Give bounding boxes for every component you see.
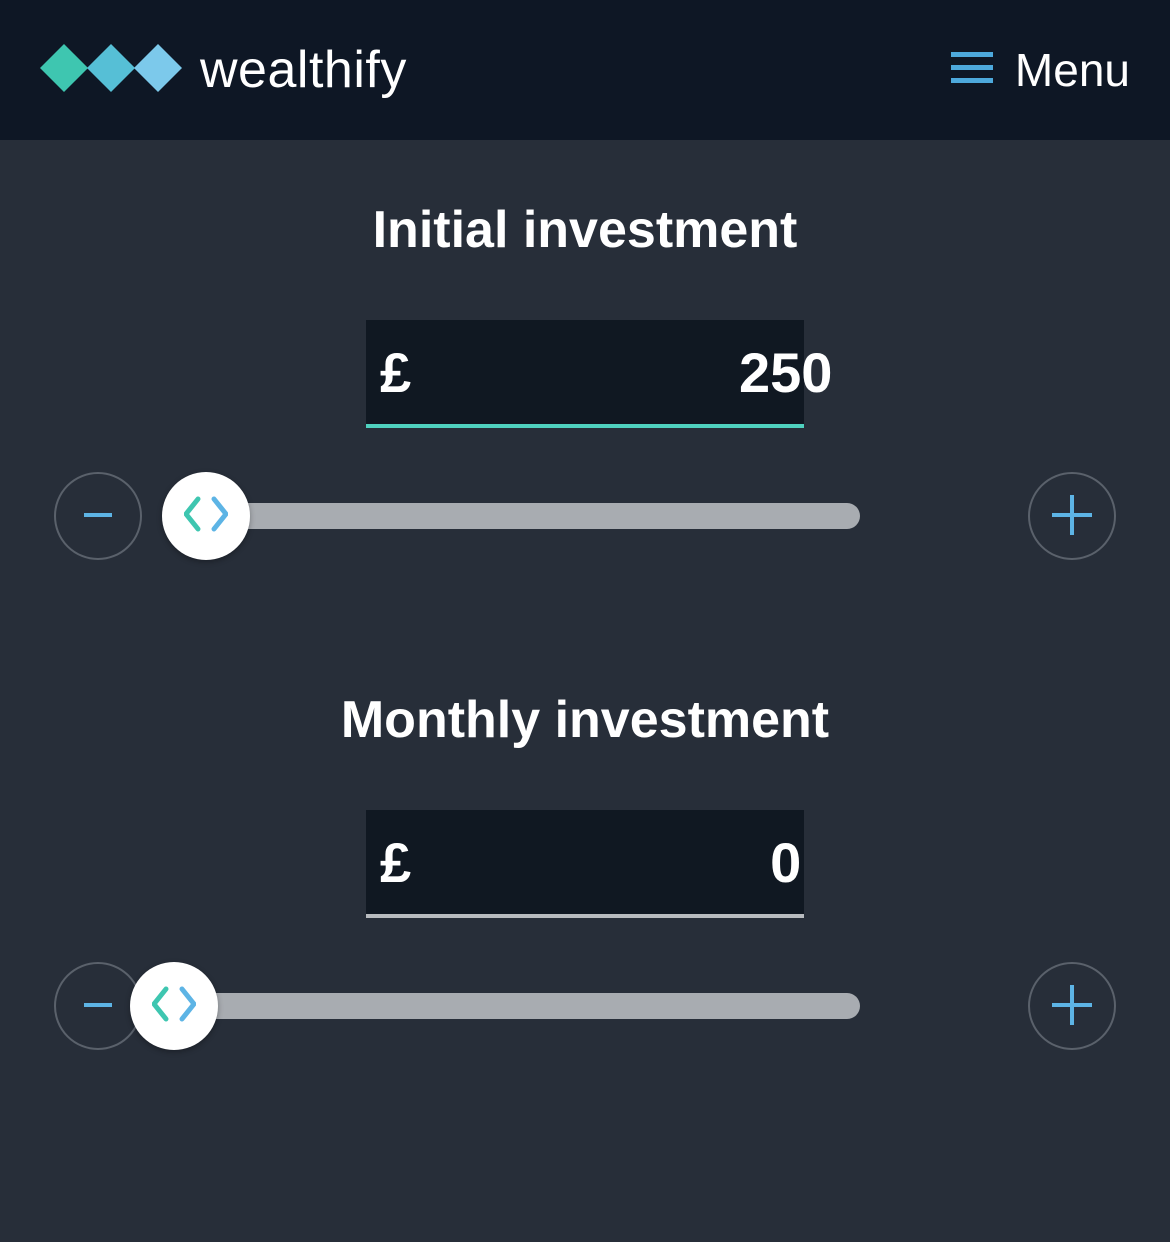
plus-icon — [1048, 981, 1096, 1032]
initial-investment-slider[interactable] — [162, 472, 1008, 560]
plus-icon — [1048, 491, 1096, 542]
initial-investment-slider-row — [54, 472, 1116, 560]
monthly-investment-input[interactable] — [411, 830, 1170, 895]
slider-thumb[interactable] — [162, 472, 250, 560]
monthly-investment-slider-row — [54, 962, 1116, 1050]
initial-investment-title: Initial investment — [54, 200, 1116, 260]
currency-symbol: £ — [380, 340, 411, 405]
initial-investment-section: Initial investment £ — [54, 200, 1116, 560]
menu-button[interactable]: Menu — [951, 43, 1130, 97]
brand-logo[interactable]: wealthify — [40, 40, 407, 100]
slider-thumb[interactable] — [130, 962, 218, 1050]
drag-handle-icon — [184, 495, 228, 538]
monthly-investment-section: Monthly investment £ — [54, 690, 1116, 1050]
slider-track — [202, 503, 860, 529]
main-content: Initial investment £ — [0, 140, 1170, 1050]
slider-track — [170, 993, 860, 1019]
initial-investment-input-box[interactable]: £ — [366, 320, 804, 428]
monthly-investment-input-box[interactable]: £ — [366, 810, 804, 918]
initial-increase-button[interactable] — [1028, 472, 1116, 560]
currency-symbol: £ — [380, 830, 411, 895]
drag-handle-icon — [152, 985, 196, 1028]
monthly-investment-slider[interactable] — [162, 962, 1008, 1050]
initial-investment-input[interactable] — [411, 340, 1170, 405]
brand-name: wealthify — [200, 40, 407, 100]
minus-icon — [78, 985, 118, 1028]
monthly-investment-title: Monthly investment — [54, 690, 1116, 750]
app-header: wealthify Menu — [0, 0, 1170, 140]
monthly-increase-button[interactable] — [1028, 962, 1116, 1050]
initial-decrease-button[interactable] — [54, 472, 142, 560]
minus-icon — [78, 495, 118, 538]
hamburger-icon — [951, 52, 993, 89]
menu-label: Menu — [1015, 43, 1130, 97]
brand-logo-icon — [40, 42, 182, 99]
monthly-decrease-button[interactable] — [54, 962, 142, 1050]
